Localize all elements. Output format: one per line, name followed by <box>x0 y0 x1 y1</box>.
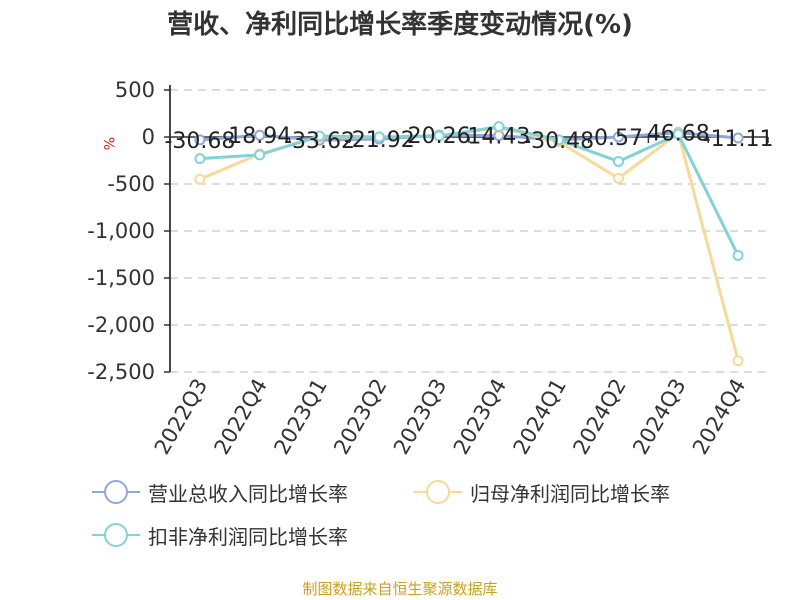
y-tick-label: -1,500 <box>87 266 155 290</box>
y-tick-label: -2,500 <box>87 360 155 384</box>
legend-deducted-net-profit-marker-icon <box>90 520 142 550</box>
data-point-series-0 <box>254 129 266 141</box>
data-point-series-2 <box>613 155 624 167</box>
data-label: 14.43 <box>467 125 530 150</box>
data-point-series-0 <box>613 131 624 143</box>
data-source-note: 制图数据来自恒生聚源数据库 <box>302 580 498 598</box>
legend-item-net-profit[interactable]: 归母净利润同比增长率 <box>412 477 670 507</box>
x-tick-label: 2022Q4 <box>210 375 272 459</box>
data-point-series-0 <box>732 132 744 144</box>
x-tick-label: 2024Q4 <box>688 375 750 459</box>
x-tick-label: 2023Q4 <box>449 375 511 459</box>
data-point-series-2 <box>314 130 325 142</box>
data-label: -33.62 <box>284 129 355 154</box>
data-label: 20.26 <box>408 124 471 149</box>
data-label: -30.48 <box>523 129 594 154</box>
data-label: -21.92 <box>344 128 415 153</box>
series-line-1 <box>199 126 740 362</box>
data-label: 46.68 <box>647 122 710 147</box>
data-point-series-2 <box>254 149 266 161</box>
legend-item-revenue[interactable]: 营业总收入同比增长率 <box>90 477 348 507</box>
y-tick-label: -2,000 <box>87 313 155 337</box>
series-line-0 <box>199 131 739 142</box>
data-point-series-1 <box>194 173 206 185</box>
data-point-series-1 <box>732 355 744 367</box>
x-tick-label: 2024Q1 <box>509 375 571 459</box>
x-tick-label: 2023Q2 <box>329 375 391 459</box>
x-tick-label: 2023Q3 <box>389 375 451 459</box>
x-tick-label: 2024Q3 <box>628 375 690 459</box>
data-label: 0.57 <box>594 126 643 151</box>
y-axis-unit-label: % <box>100 137 116 150</box>
data-point-series-2 <box>672 128 684 140</box>
x-tick-label: 2024Q2 <box>568 375 630 459</box>
series-line-2 <box>199 125 740 257</box>
x-tick-label: 2022Q3 <box>150 375 212 459</box>
x-tick-label: 2023Q1 <box>269 375 331 459</box>
data-point-series-0 <box>194 134 206 146</box>
data-label: 18.94 <box>228 124 291 149</box>
legend-revenue-marker-icon <box>90 477 142 507</box>
data-point-series-2 <box>493 121 505 133</box>
data-point-series-2 <box>373 131 385 143</box>
y-tick-label: 500 <box>115 78 155 102</box>
y-tick-label: -1,000 <box>87 219 155 243</box>
y-tick-label: -500 <box>107 172 155 196</box>
data-point-series-2 <box>433 130 445 142</box>
data-point-series-1 <box>613 172 624 184</box>
legend-net-profit-marker-icon <box>412 477 464 507</box>
legend-revenue-label: 营业总收入同比增长率 <box>148 481 348 506</box>
legend-item-deducted-net-profit[interactable]: 扣非净利润同比增长率 <box>90 520 348 550</box>
data-point-series-2 <box>732 249 744 261</box>
data-point-series-2 <box>553 134 565 146</box>
legend-deducted-net-profit-label: 扣非净利润同比增长率 <box>148 524 348 549</box>
data-label: -11.11 <box>703 127 774 152</box>
y-tick-label: 0 <box>142 125 155 149</box>
chart-title: 营收、净利同比增长率季度变动情况(%) <box>167 10 633 40</box>
legend-net-profit-label: 归母净利润同比增长率 <box>470 481 670 506</box>
data-label: -30.68 <box>164 129 235 154</box>
data-point-series-2 <box>194 153 206 165</box>
